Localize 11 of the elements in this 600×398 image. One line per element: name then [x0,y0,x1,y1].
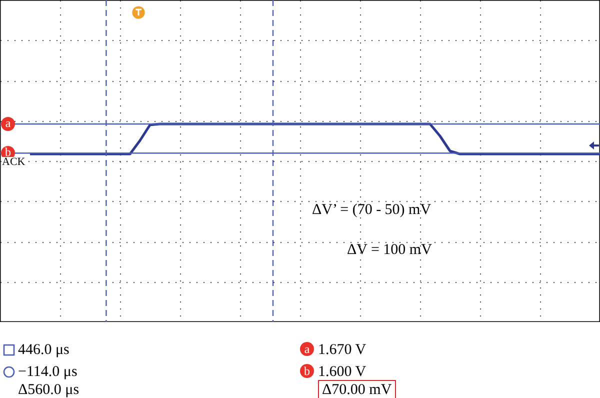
text: Δ70.00 mV [318,380,396,398]
text: ΔV = 100 mV [347,241,432,259]
text: −114.0 μs [18,363,78,381]
text: 1.600 V [318,363,366,381]
badge-icon: b [300,364,314,378]
badge-icon: a [300,342,314,356]
text: 446.0 μs [18,341,70,359]
text: Δ560.0 μs [18,381,80,398]
text: ΔV’ = (70 - 50) mV [312,201,432,219]
text: 1.670 V [318,341,366,359]
ref-line-label: a [1,116,15,131]
